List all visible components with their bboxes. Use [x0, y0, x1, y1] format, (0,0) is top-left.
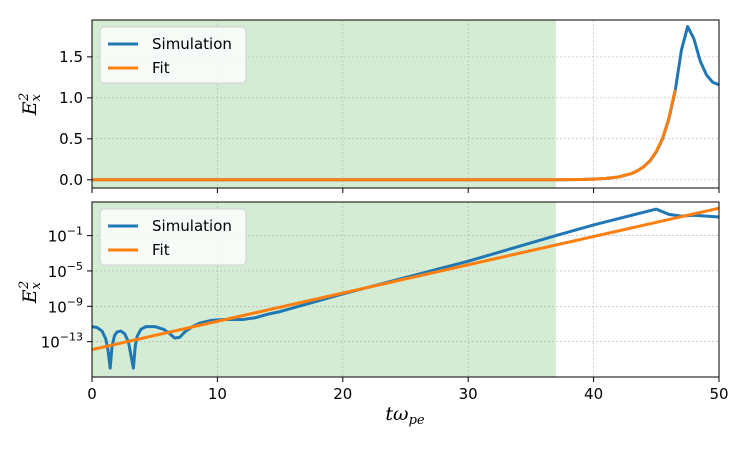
bottom-x-tick-label-20: 20	[333, 385, 352, 403]
top-y-tick-label-2: 1.0	[59, 89, 83, 107]
top-y-tick-label-3: 1.5	[59, 48, 83, 66]
bottom-series-simulation	[92, 207, 719, 370]
bottom-axes-frame	[91, 201, 720, 378]
bottom-x-tick-label-40: 40	[584, 385, 603, 403]
top-legend: Simulation Fit	[99, 26, 247, 84]
bottom-y-tick-base-2: 10	[48, 263, 67, 281]
top-y-axis-label-sup: 2	[17, 93, 32, 102]
bottom-y-tick-label-2: 10−5	[48, 260, 83, 281]
bottom-y-tick-exponent-2: −5	[67, 260, 83, 273]
top-axes-frame	[91, 19, 720, 189]
bottom-y-tick-exponent-0: −13	[60, 331, 83, 344]
bottom-y-axis-label: Ex2	[17, 281, 44, 305]
x-axis-label: tωpe	[385, 403, 424, 428]
bottom-legend-label-fit: Fit	[152, 241, 170, 259]
top-legend-label-simulation: Simulation	[152, 35, 232, 53]
top-series-group	[92, 25, 719, 182]
bottom-y-tick-base-0: 10	[41, 334, 60, 352]
x-axis-label-sub: pe	[409, 413, 425, 428]
top-y-axis-label-sub: x	[29, 93, 44, 101]
bottom-legend: Simulation Fit	[99, 208, 247, 266]
bottom-y-tick-exponent-1: −9	[67, 295, 83, 308]
bottom-y-tick-exponent-3: −1	[67, 225, 83, 238]
bottom-x-tick-label-50: 50	[709, 385, 728, 403]
top-y-ticks: 0.0 0.5 1.0 1.5	[59, 48, 92, 189]
top-y-tick-label-0: 0.0	[59, 171, 83, 189]
bottom-y-tick-base-1: 10	[48, 298, 67, 316]
bottom-x-tick-label-10: 10	[208, 385, 227, 403]
bottom-y-tick-base-3: 10	[48, 228, 67, 246]
bottom-series-fit	[92, 206, 719, 352]
top-x-ticks	[91, 188, 720, 193]
bottom-y-axis-label-sub: x	[29, 281, 44, 289]
top-panel: 0.0 0.5 1.0 1.5 Ex2 Simulation Fit	[17, 19, 720, 193]
bottom-x-ticks: 0 10 20 30 40 50	[87, 377, 729, 403]
bottom-x-tick-label-0: 0	[87, 385, 97, 403]
top-y-tick-label-1: 0.5	[59, 130, 83, 148]
bottom-y-tick-label-1: 10−9	[48, 295, 83, 316]
bottom-y-tick-label-0: 10−13	[41, 331, 83, 352]
top-y-axis-label: Ex2	[17, 93, 44, 117]
bottom-y-axis-label-sup: 2	[17, 281, 32, 290]
bottom-y-tick-label-3: 10−1	[48, 225, 83, 246]
bottom-x-tick-label-30: 30	[459, 385, 478, 403]
bottom-legend-label-simulation: Simulation	[152, 217, 232, 235]
top-series-fit	[92, 89, 677, 182]
top-legend-label-fit: Fit	[152, 59, 170, 77]
bottom-series-group	[92, 206, 719, 370]
